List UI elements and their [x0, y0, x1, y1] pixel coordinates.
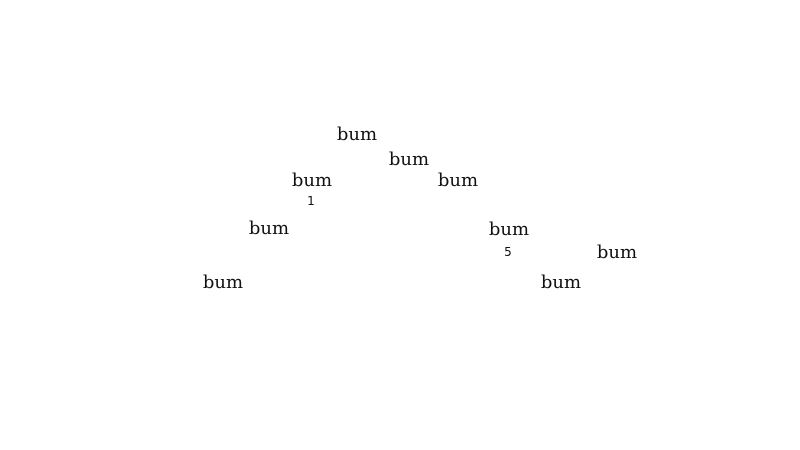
word-bum: bum — [540, 272, 582, 293]
word-bum: bum — [336, 124, 378, 145]
word-bum: bum — [291, 170, 333, 191]
word-bum: bum — [248, 218, 290, 239]
word-bum: bum — [437, 170, 479, 191]
word-bum: bum — [202, 272, 244, 293]
index-label: 5 — [504, 245, 512, 259]
index-label: 1 — [307, 194, 315, 208]
word-bum: bum — [596, 242, 638, 263]
word-bum: bum — [488, 219, 530, 240]
word-bum: bum — [388, 149, 430, 170]
